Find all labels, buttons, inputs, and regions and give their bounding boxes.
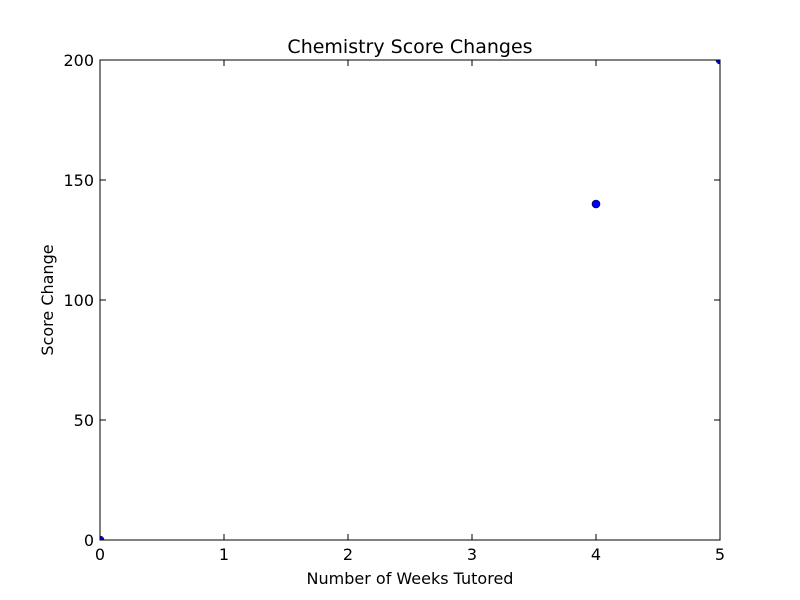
- y-tick-label: 0: [84, 531, 94, 550]
- plot-area: [100, 60, 720, 540]
- y-tick-label: 100: [63, 291, 94, 310]
- x-axis: 0 1 2 3 4 5: [95, 60, 725, 564]
- chart-title: Chemistry Score Changes: [287, 36, 532, 58]
- x-tick-label: 1: [219, 545, 229, 564]
- y-axis: 0 50 100 150 200: [63, 51, 720, 550]
- plot-frame: [99, 59, 721, 541]
- y-axis-label: Score Change: [38, 244, 57, 355]
- data-point: [100, 535, 105, 540]
- data-point: [591, 199, 601, 209]
- data-point: [715, 60, 720, 65]
- x-tick-label: 0: [95, 545, 105, 564]
- y-tick-label: 200: [63, 51, 94, 70]
- x-axis-label: Number of Weeks Tutored: [307, 569, 514, 588]
- y-tick-label: 150: [63, 171, 94, 190]
- x-tick-label: 2: [343, 545, 353, 564]
- x-tick-label: 5: [715, 545, 725, 564]
- x-tick-label: 4: [591, 545, 601, 564]
- data-points: [100, 60, 720, 540]
- y-tick-label: 50: [74, 411, 94, 430]
- x-tick-label: 3: [467, 545, 477, 564]
